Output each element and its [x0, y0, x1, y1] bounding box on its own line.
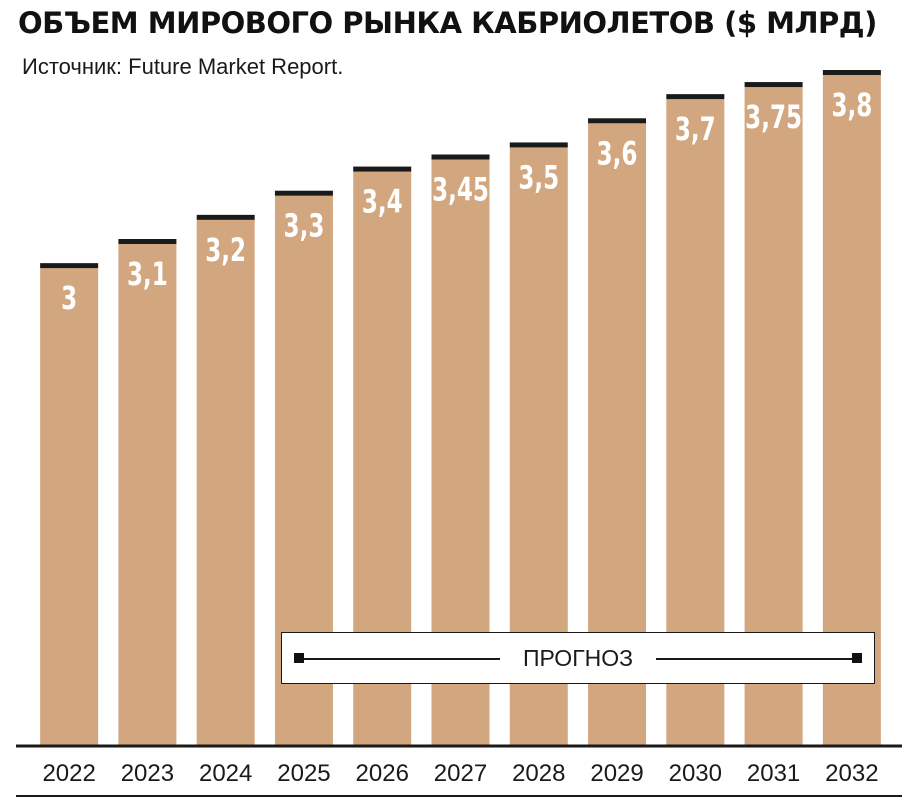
bar-cap-2023	[118, 239, 177, 244]
bar-cap-2024	[196, 214, 255, 220]
forecast-line-left	[300, 658, 500, 660]
x-axis: 2022 2023 2024 2025 2026 2027 2028 2029 2030 2031…	[16, 744, 902, 797]
bar-2024	[196, 219, 255, 746]
x-tick-label-2022: 2022	[42, 760, 95, 787]
x-tick-label-2025: 2025	[277, 760, 330, 787]
bar-cap-2031	[744, 82, 803, 88]
bar-value-label-2022: 3	[61, 279, 77, 317]
bar-value-label-2032: 3,8	[831, 86, 872, 124]
x-tick-label-2027: 2027	[434, 760, 487, 787]
x-tick-label-2023: 2023	[121, 760, 174, 787]
bar-cap-2029	[588, 118, 647, 124]
bar-cap-2026	[353, 166, 412, 172]
forecast-line-right	[656, 658, 856, 660]
bar-value-label-2023: 3,1	[127, 255, 168, 293]
x-tick-label-2024: 2024	[199, 760, 252, 787]
x-tick-label-2029: 2029	[590, 760, 643, 787]
bar-2022	[40, 268, 99, 746]
bar-cap-2022	[40, 263, 99, 269]
chart-title: ОБЪЕМ МИРОВОГО РЫНКА КАБРИОЛЕТОВ ($ МЛРД…	[18, 6, 877, 40]
bar-cap-2032	[822, 70, 881, 75]
bar-value-label-2029: 3,6	[597, 134, 638, 172]
bar-value-label-2031: 3,75	[745, 98, 802, 136]
forecast-cap-right	[852, 653, 862, 663]
x-tick-label-2032: 2032	[825, 760, 878, 787]
chart-source: Источник: Future Market Report.	[22, 54, 344, 79]
x-tick-label-2026: 2026	[356, 760, 409, 787]
bar-value-label-2024: 3,2	[205, 231, 246, 269]
bar-value-label-2025: 3,3	[284, 207, 325, 245]
x-tick-label-2030: 2030	[669, 760, 722, 787]
forecast-label: ПРОГНОЗ	[522, 645, 634, 671]
bar-cap-2027	[431, 154, 490, 160]
bar-value-label-2027: 3,45	[432, 171, 489, 209]
bar-cap-2028	[509, 142, 568, 148]
bar-value-label-2030: 3,7	[675, 110, 716, 148]
bar-value-label-2028: 3,5	[518, 159, 559, 197]
forecast-cap-left	[294, 653, 304, 663]
bar-cap-2030	[666, 94, 725, 100]
forecast-marker: ПРОГНОЗ	[281, 632, 875, 684]
bar-2023	[118, 244, 177, 746]
x-tick-label-2028: 2028	[512, 760, 565, 787]
bar-value-label-2026: 3,4	[362, 183, 403, 221]
x-tick-label-2031: 2031	[747, 760, 800, 787]
bar-cap-2025	[274, 190, 333, 196]
